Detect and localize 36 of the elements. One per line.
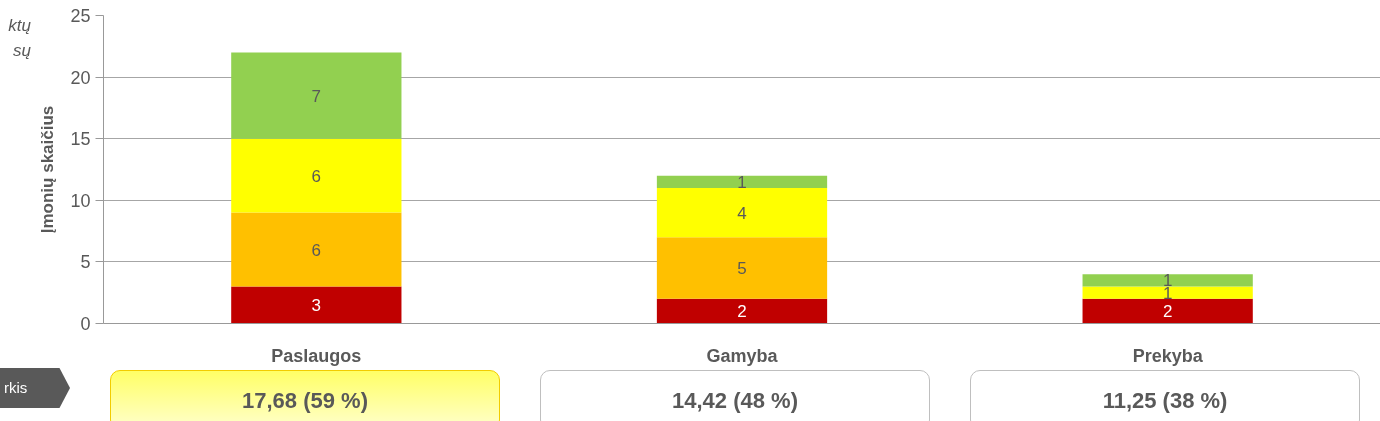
text: 17,68 (59 %): [110, 370, 500, 421]
y-tick-label: 20: [70, 67, 91, 88]
y-tick-label: 25: [70, 6, 91, 26]
bar: [656, 187, 828, 238]
text: rkis: [0, 368, 70, 408]
bar: [1082, 286, 1253, 299]
y-tick-label: 15: [70, 129, 91, 150]
bar: [231, 138, 402, 213]
y-axis-title: Įmonių skaičius: [38, 105, 58, 234]
bar: [1082, 298, 1253, 324]
bar: [231, 286, 402, 324]
text: ktų: [8, 15, 31, 37]
text: sų: [13, 40, 31, 62]
data-label: 2: [1162, 302, 1173, 322]
x-tick-label: Paslaugos: [271, 345, 362, 366]
data-label: 1: [737, 172, 747, 192]
data-label: 5: [737, 259, 747, 279]
data-label: 6: [311, 166, 322, 186]
bar: [231, 52, 402, 139]
y-tick-label: 5: [80, 252, 91, 273]
data-label: 3: [311, 296, 322, 316]
bar: [656, 237, 828, 299]
data-label: 4: [737, 203, 747, 223]
bar: [231, 212, 402, 287]
x-tick-label: Gamyba: [706, 345, 779, 366]
bar: [1082, 274, 1253, 287]
bar: [656, 175, 828, 188]
y-tick-label: 0: [80, 314, 91, 334]
text: 14,42 (48 %): [540, 370, 930, 421]
bar: [656, 298, 828, 324]
x-tick-label: Prekyba: [1132, 345, 1204, 366]
text: 11,25 (38 %): [970, 370, 1360, 421]
data-label: 2: [737, 302, 747, 322]
data-label: 7: [311, 86, 322, 106]
y-tick-label: 10: [70, 190, 91, 211]
data-label: 6: [311, 240, 322, 260]
